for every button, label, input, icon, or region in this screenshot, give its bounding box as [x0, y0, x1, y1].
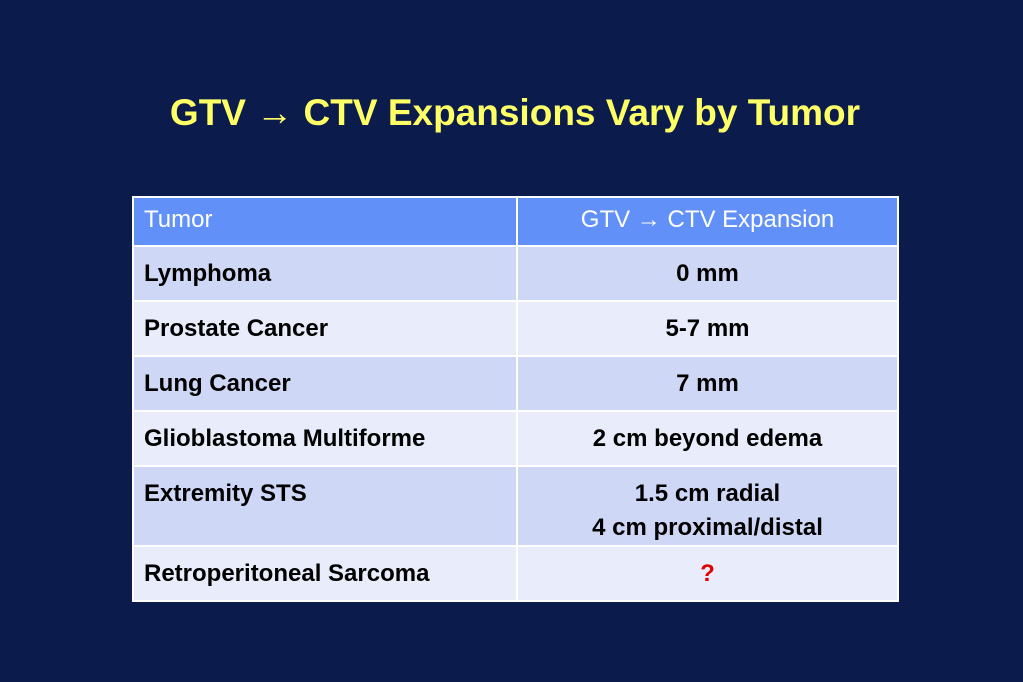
column-header: Tumor — [132, 196, 518, 247]
expansion-cell: 1.5 cm radial 4 cm proximal/distal — [516, 465, 899, 547]
tumor-cell: Glioblastoma Multiforme — [132, 410, 518, 467]
tumor-cell: Extremity STS — [132, 465, 518, 547]
expansion-line: 1.5 cm radial — [634, 480, 781, 507]
data-table: Tumor GTV → CTV Expansion Lymphoma 0 mm Pro… — [132, 196, 899, 602]
tumor-cell: Lung Cancer — [132, 355, 518, 412]
expansion-line: 0 mm — [676, 260, 739, 287]
table-row: Extremity STS 1.5 cm radial 4 cm proximal/… — [132, 465, 899, 547]
table-row: Glioblastoma Multiforme 2 cm beyond edema — [132, 410, 899, 467]
slide-title: GTV → CTV Expansions Vary by Tumor — [169, 92, 861, 133]
expansion-cell: 5-7 mm — [516, 300, 899, 357]
expansion-line: 5-7 mm — [665, 315, 750, 342]
header-row: Tumor GTV → CTV Expansion — [132, 196, 899, 247]
table-row: Lung Cancer 7 mm — [132, 355, 899, 412]
expansion-line: 7 mm — [676, 370, 739, 397]
tumor-cell: Prostate Cancer — [132, 300, 518, 357]
expansion-cell: 2 cm beyond edema — [516, 410, 899, 467]
expansion-line: ? — [700, 560, 715, 587]
table-row: Retroperitoneal Sarcoma? — [132, 545, 899, 602]
expansion-line: 2 cm beyond edema — [592, 425, 823, 452]
tumor-cell: Retroperitoneal Sarcoma — [132, 545, 518, 602]
expansion-cell: ? — [516, 545, 899, 602]
table-row: Prostate Cancer 5-7 mm — [132, 300, 899, 357]
expansion-cell: 7 mm — [516, 355, 899, 412]
table-body: Lymphoma 0 mm Prostate Cancer 5-7 mm Lung Ca… — [132, 245, 899, 602]
expansion-line: 4 cm proximal/distal — [592, 514, 823, 541]
tumor-cell: Lymphoma — [132, 245, 518, 302]
column-header: GTV → CTV Expansion — [516, 196, 899, 247]
expansion-cell: 0 mm — [516, 245, 899, 302]
table-row: Lymphoma 0 mm — [132, 245, 899, 302]
